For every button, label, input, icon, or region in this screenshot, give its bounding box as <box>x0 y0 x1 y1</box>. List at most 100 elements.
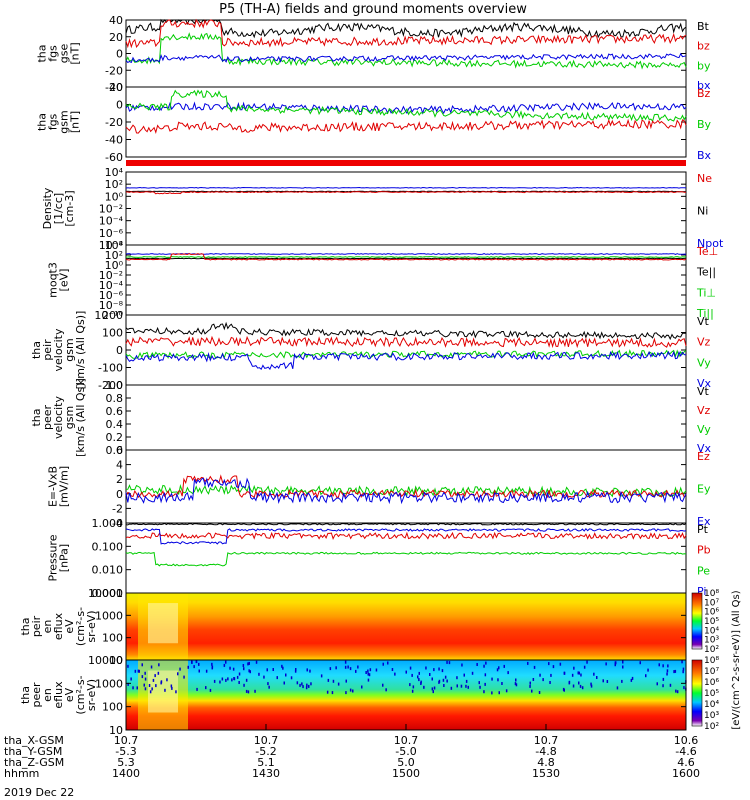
trace-peir-vel-black <box>125 321 687 341</box>
spectrogram-speckle <box>130 677 132 681</box>
x-row-value: -5.2 <box>255 745 276 758</box>
spectrogram-speckle <box>614 661 617 665</box>
colorbar-label: [eV/(cm^2-s-sr-eV)] (All Qs) <box>731 590 742 729</box>
panel-frame <box>125 244 687 316</box>
x-row-value: 10.7 <box>114 734 139 747</box>
spectrogram-speckle <box>382 683 384 687</box>
legend-Pe: Pe <box>697 564 710 577</box>
trace-pressure-black <box>125 522 687 526</box>
spectrogram-speckle <box>425 666 427 670</box>
y-tick-label: 10 <box>109 724 123 737</box>
spectrogram-speckle <box>539 673 541 677</box>
spectrogram-speckle <box>666 672 668 676</box>
spectrogram-speckle <box>347 665 349 669</box>
spectrogram-speckle <box>193 665 195 669</box>
spectrogram-speckle <box>367 678 370 682</box>
spectrogram-speckle <box>527 661 529 665</box>
y-axis-label: sr-eV) <box>85 610 98 642</box>
colorbar-tick-label: 10⁴ <box>704 700 719 710</box>
colorbar-tick-label: 10⁷ <box>704 598 719 608</box>
spectrogram-speckle <box>606 680 609 683</box>
spectrogram-speckle <box>335 666 337 670</box>
colorbar-tick-label: 10⁸ <box>704 589 719 599</box>
spectrogram-event-core <box>148 670 178 713</box>
y-axis-label: moqt3 <box>47 262 60 298</box>
y-tick-label: -200 <box>98 379 123 392</box>
y-axis-label: tha <box>30 408 43 426</box>
spectrogram-speckle <box>205 686 207 690</box>
spectrogram-speckle <box>238 672 241 676</box>
y-axis-label: tha <box>30 341 43 359</box>
spectrogram-speckle <box>405 670 407 674</box>
x-row-value: 5.3 <box>117 756 135 769</box>
panel-peer-spec: 10000 1000 100 10 thapeerenefluxeV(cm²-s-sr-… <box>19 654 687 737</box>
y-tick-label: 10⁰ <box>105 190 124 203</box>
colorbar-tick-label: 10⁷ <box>704 667 719 677</box>
spectrogram-speckle <box>345 691 347 695</box>
y-tick-label: 10⁻⁴ <box>99 279 124 292</box>
spectrogram-speckle <box>357 665 359 669</box>
spectrogram-speckle <box>658 663 660 667</box>
spectrogram-peer-spec <box>126 660 686 730</box>
spectrogram-speckle <box>245 678 248 682</box>
y-tick-label: -100 <box>98 362 123 375</box>
y-axis-label: peir <box>41 339 54 361</box>
spectrogram-speckle <box>243 667 245 671</box>
spectrogram-speckle <box>563 671 566 675</box>
spectrogram-speckle <box>478 681 480 685</box>
spectrogram-speckle <box>209 688 212 692</box>
y-axis-label: (cm²-s- <box>74 607 87 646</box>
spectrogram-speckle <box>138 669 140 673</box>
y-axis-label: peer <box>41 405 54 431</box>
spectrogram-speckle <box>411 673 413 677</box>
y-tick-label: 6 <box>116 444 123 457</box>
x-row-value: 1600 <box>672 767 700 780</box>
spectrogram-speckle <box>195 660 198 664</box>
spectrogram-speckle <box>344 660 347 664</box>
trace-pressure-green <box>125 551 687 567</box>
y-tick-label: 1000 <box>95 677 123 690</box>
y-tick-label: 10 <box>109 654 123 667</box>
spectrogram-speckle <box>579 684 582 688</box>
spectrogram-speckle <box>444 675 447 679</box>
y-axis-label: tha <box>36 113 49 131</box>
y-tick-label: 4 <box>116 459 123 472</box>
y-axis-label: fgs <box>47 113 60 130</box>
spectrogram-speckle <box>306 668 308 672</box>
spectrogram-speckle <box>568 680 571 684</box>
spectrogram-speckle <box>515 683 518 687</box>
spectrogram-speckle <box>268 685 270 689</box>
spectrogram-speckle <box>276 676 278 680</box>
trace-fgs-gse-blue <box>125 52 687 64</box>
spectrogram-speckle <box>476 663 478 666</box>
trace-temp-red <box>125 253 687 261</box>
y-tick-label: 0.0 <box>106 444 124 457</box>
spectrogram-speckle <box>433 668 435 672</box>
y-tick-label: 10² <box>105 249 123 262</box>
y-axis-label: Density <box>41 187 54 229</box>
spectrogram-speckle <box>605 662 607 666</box>
y-tick-label: 1.0 <box>106 379 124 392</box>
spectrogram-speckle <box>223 663 226 667</box>
y-tick-label: -2 <box>112 502 123 515</box>
spectrogram-speckle <box>166 678 168 682</box>
spectrogram-speckle <box>134 669 137 673</box>
y-axis-label: velocity <box>52 328 65 371</box>
legend-Te||: Te|| <box>696 266 716 279</box>
legend-Ez: Ez <box>697 450 710 463</box>
spectrogram-speckle <box>352 689 354 693</box>
spectrogram-speckle <box>676 690 679 694</box>
y-axis-label: [km/s (All Qs)] <box>74 378 87 457</box>
spectrogram-speckle <box>483 664 485 668</box>
y-tick-label: 0.100 <box>92 540 124 553</box>
y-tick-label: 10⁻⁴ <box>99 215 124 228</box>
spectrogram-speckle <box>412 685 415 689</box>
panel-frame <box>125 384 687 451</box>
spectrogram-speckle <box>143 683 145 687</box>
y-tick-label: 10⁻⁸ <box>99 299 124 312</box>
spectrogram-speckle <box>662 664 664 668</box>
spectrogram-speckle <box>198 662 200 666</box>
y-axis-label: [nT] <box>69 111 82 133</box>
spectrogram-speckle <box>225 678 227 682</box>
